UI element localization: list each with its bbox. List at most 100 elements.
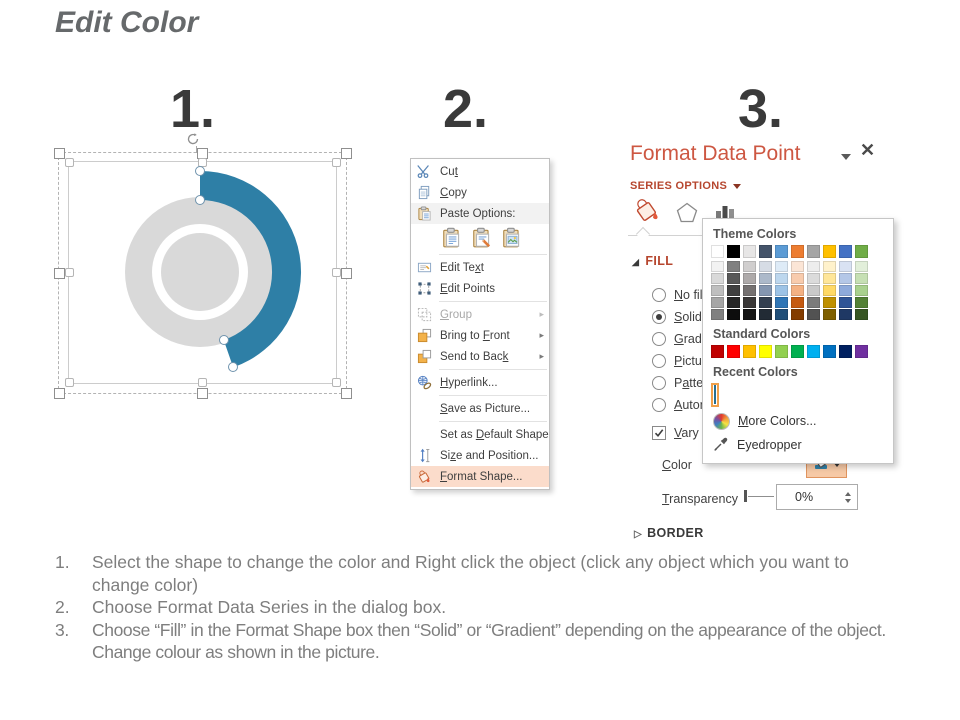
radio-icon[interactable]	[652, 398, 666, 412]
theme-variant-swatch[interactable]	[791, 285, 804, 296]
menu-item-edit-text[interactable]: Edit Text	[411, 257, 549, 278]
theme-variant-swatch[interactable]	[807, 273, 820, 284]
rotate-handle-icon[interactable]	[186, 132, 200, 151]
theme-color-swatch[interactable]	[711, 245, 724, 258]
theme-variant-swatch[interactable]	[759, 285, 772, 296]
transparency-slider-track[interactable]	[748, 496, 774, 497]
menu-item-send-to-back[interactable]: Send to Back ▸	[411, 346, 549, 367]
theme-variant-swatch[interactable]	[743, 261, 756, 272]
theme-color-swatch[interactable]	[807, 245, 820, 258]
theme-variant-swatch[interactable]	[807, 309, 820, 320]
theme-variant-swatch[interactable]	[711, 297, 724, 308]
theme-variant-swatch[interactable]	[839, 273, 852, 284]
resize-handle-s[interactable]	[197, 387, 208, 399]
theme-variant-swatch[interactable]	[855, 261, 868, 272]
standard-color-swatch[interactable]	[855, 345, 868, 358]
arc-adjust-handle-3[interactable]	[218, 335, 229, 345]
transparency-spinner[interactable]	[845, 491, 851, 503]
resize-handle-n[interactable]	[197, 147, 208, 159]
theme-variant-swatch[interactable]	[839, 309, 852, 320]
theme-variant-swatch[interactable]	[791, 273, 804, 284]
inner-handle-w[interactable]	[64, 267, 74, 277]
theme-variant-swatch[interactable]	[823, 285, 836, 296]
theme-variant-swatch[interactable]	[823, 261, 836, 272]
menu-item-save-as-picture[interactable]: Save as Picture...	[411, 398, 549, 419]
eyedropper-item[interactable]: Eyedropper	[711, 435, 885, 455]
menu-item-format-shape[interactable]: Format Shape...	[411, 466, 549, 487]
inner-handle-ne[interactable]	[331, 157, 341, 167]
spin-up-icon[interactable]	[845, 491, 851, 496]
theme-variant-swatch[interactable]	[839, 297, 852, 308]
menu-item-copy[interactable]: Copy	[411, 182, 549, 203]
inner-handle-s[interactable]	[198, 377, 207, 387]
radio-icon[interactable]	[652, 354, 666, 368]
theme-color-swatch[interactable]	[823, 245, 836, 258]
menu-item-edit-points[interactable]: Edit Points	[411, 278, 549, 299]
fill-option-no-fill[interactable]: No fill	[652, 284, 872, 306]
menu-item-hyperlink[interactable]: Hyperlink...	[411, 372, 549, 393]
standard-color-swatch[interactable]	[823, 345, 836, 358]
selected-arc-segment[interactable]	[200, 171, 302, 368]
checkbox-checked-icon[interactable]	[652, 426, 666, 440]
theme-variant-swatch[interactable]	[743, 273, 756, 284]
effects-tab-pentagon-icon[interactable]	[674, 200, 700, 231]
theme-variant-swatch[interactable]	[855, 273, 868, 284]
standard-color-swatch[interactable]	[839, 345, 852, 358]
paste-embed-icon[interactable]	[470, 226, 494, 250]
theme-color-swatch[interactable]	[775, 245, 788, 258]
theme-variant-swatch[interactable]	[711, 309, 724, 320]
theme-variant-swatch[interactable]	[855, 309, 868, 320]
standard-color-swatch[interactable]	[727, 345, 740, 358]
donut-center-disc[interactable]	[161, 233, 239, 311]
donut-chart-shape[interactable]	[58, 152, 345, 392]
inner-handle-se[interactable]	[331, 377, 341, 387]
menu-item-size-and-position[interactable]: Size and Position...	[411, 445, 549, 466]
theme-variant-swatch[interactable]	[839, 285, 852, 296]
transparency-slider-thumb[interactable]	[744, 490, 747, 502]
fill-line-tab-bucket-icon[interactable]	[634, 196, 662, 231]
theme-variant-swatch[interactable]	[823, 309, 836, 320]
theme-variant-swatch[interactable]	[727, 309, 740, 320]
theme-variant-swatch[interactable]	[855, 285, 868, 296]
fill-section-header[interactable]: ◢ FILL	[632, 254, 674, 268]
inner-handle-sw[interactable]	[64, 377, 74, 387]
theme-variant-swatch[interactable]	[743, 297, 756, 308]
theme-variant-swatch[interactable]	[823, 297, 836, 308]
theme-variant-swatch[interactable]	[823, 273, 836, 284]
standard-color-swatch[interactable]	[759, 345, 772, 358]
standard-color-swatch[interactable]	[775, 345, 788, 358]
theme-variant-swatch[interactable]	[807, 261, 820, 272]
recent-color-selected[interactable]	[711, 383, 719, 407]
resize-handle-w[interactable]	[53, 267, 65, 279]
standard-color-swatch[interactable]	[791, 345, 804, 358]
inner-handle-e[interactable]	[331, 267, 341, 277]
theme-color-swatch[interactable]	[855, 245, 868, 258]
theme-color-swatch[interactable]	[743, 245, 756, 258]
theme-variant-swatch[interactable]	[711, 261, 724, 272]
menu-item-set-as-default-shape[interactable]: Set as Default Shape	[411, 424, 549, 445]
resize-handle-se[interactable]	[340, 387, 352, 399]
theme-variant-swatch[interactable]	[807, 297, 820, 308]
border-section-header[interactable]: ▷ BORDER	[634, 526, 704, 540]
series-options-dropdown[interactable]: SERIES OPTIONS	[630, 180, 742, 192]
radio-icon[interactable]	[652, 288, 666, 302]
recent-color-swatch[interactable]	[714, 385, 716, 404]
theme-variant-swatch[interactable]	[775, 297, 788, 308]
theme-variant-swatch[interactable]	[727, 285, 740, 296]
theme-color-swatch[interactable]	[759, 245, 772, 258]
radio-selected-icon[interactable]	[652, 310, 666, 324]
theme-variant-swatch[interactable]	[775, 309, 788, 320]
resize-handle-nw[interactable]	[53, 147, 65, 159]
close-icon[interactable]: ✕	[860, 140, 876, 160]
theme-variant-swatch[interactable]	[775, 285, 788, 296]
radio-icon[interactable]	[652, 376, 666, 390]
theme-color-swatch[interactable]	[727, 245, 740, 258]
theme-variant-swatch[interactable]	[711, 285, 724, 296]
radio-icon[interactable]	[652, 332, 666, 346]
theme-variant-swatch[interactable]	[775, 273, 788, 284]
transparency-value-box[interactable]: 0%	[776, 484, 858, 510]
theme-variant-swatch[interactable]	[727, 297, 740, 308]
theme-variant-swatch[interactable]	[759, 309, 772, 320]
arc-adjust-handle-2[interactable]	[195, 195, 205, 205]
series-options-tab-chart-icon[interactable]	[714, 202, 740, 229]
